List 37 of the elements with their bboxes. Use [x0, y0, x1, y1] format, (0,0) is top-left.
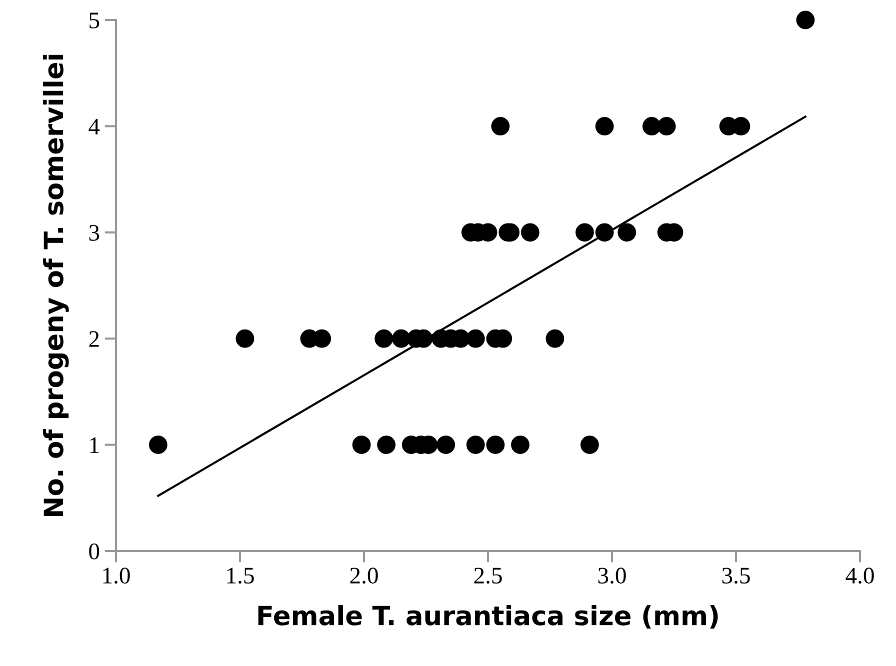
- point: [796, 10, 815, 30]
- point: [511, 436, 530, 454]
- y-tick-label: 1: [90, 437, 99, 453]
- point: [491, 117, 510, 136]
- point: [595, 223, 614, 242]
- point: [657, 117, 676, 136]
- x-tick-label: 1.5: [227, 568, 254, 584]
- x-axis-title: Female T. aurantiaca size (mm): [258, 605, 718, 629]
- x-tick-label: 1.0: [103, 568, 130, 584]
- point: [466, 329, 485, 348]
- point: [377, 436, 396, 454]
- y-tick-label: 5: [90, 12, 100, 28]
- x-tick-label: 3.0: [598, 568, 626, 584]
- point: [352, 436, 371, 454]
- point: [392, 329, 410, 348]
- y-tick-label: 2: [89, 331, 99, 347]
- point: [148, 436, 168, 454]
- point: [595, 117, 614, 136]
- point: [576, 223, 594, 242]
- point: [520, 223, 540, 242]
- y-tick-label: 3: [89, 224, 100, 241]
- point: [546, 329, 564, 348]
- y-tick-label: 0: [89, 543, 100, 560]
- point: [618, 223, 636, 242]
- point: [642, 117, 661, 136]
- point: [580, 436, 599, 454]
- y-axis-title: No. of progeny of T. somervillei: [43, 54, 69, 516]
- point: [236, 329, 254, 348]
- x-tick-label: 2.5: [474, 568, 502, 584]
- point: [374, 329, 394, 348]
- y-tick-label: 4: [88, 118, 100, 134]
- x-tick-label: 2.0: [350, 568, 378, 584]
- point: [466, 436, 485, 454]
- x-tick-label: 4.0: [846, 568, 874, 584]
- point: [436, 436, 456, 454]
- point: [486, 436, 505, 454]
- x-tick-label: 3.5: [722, 568, 750, 584]
